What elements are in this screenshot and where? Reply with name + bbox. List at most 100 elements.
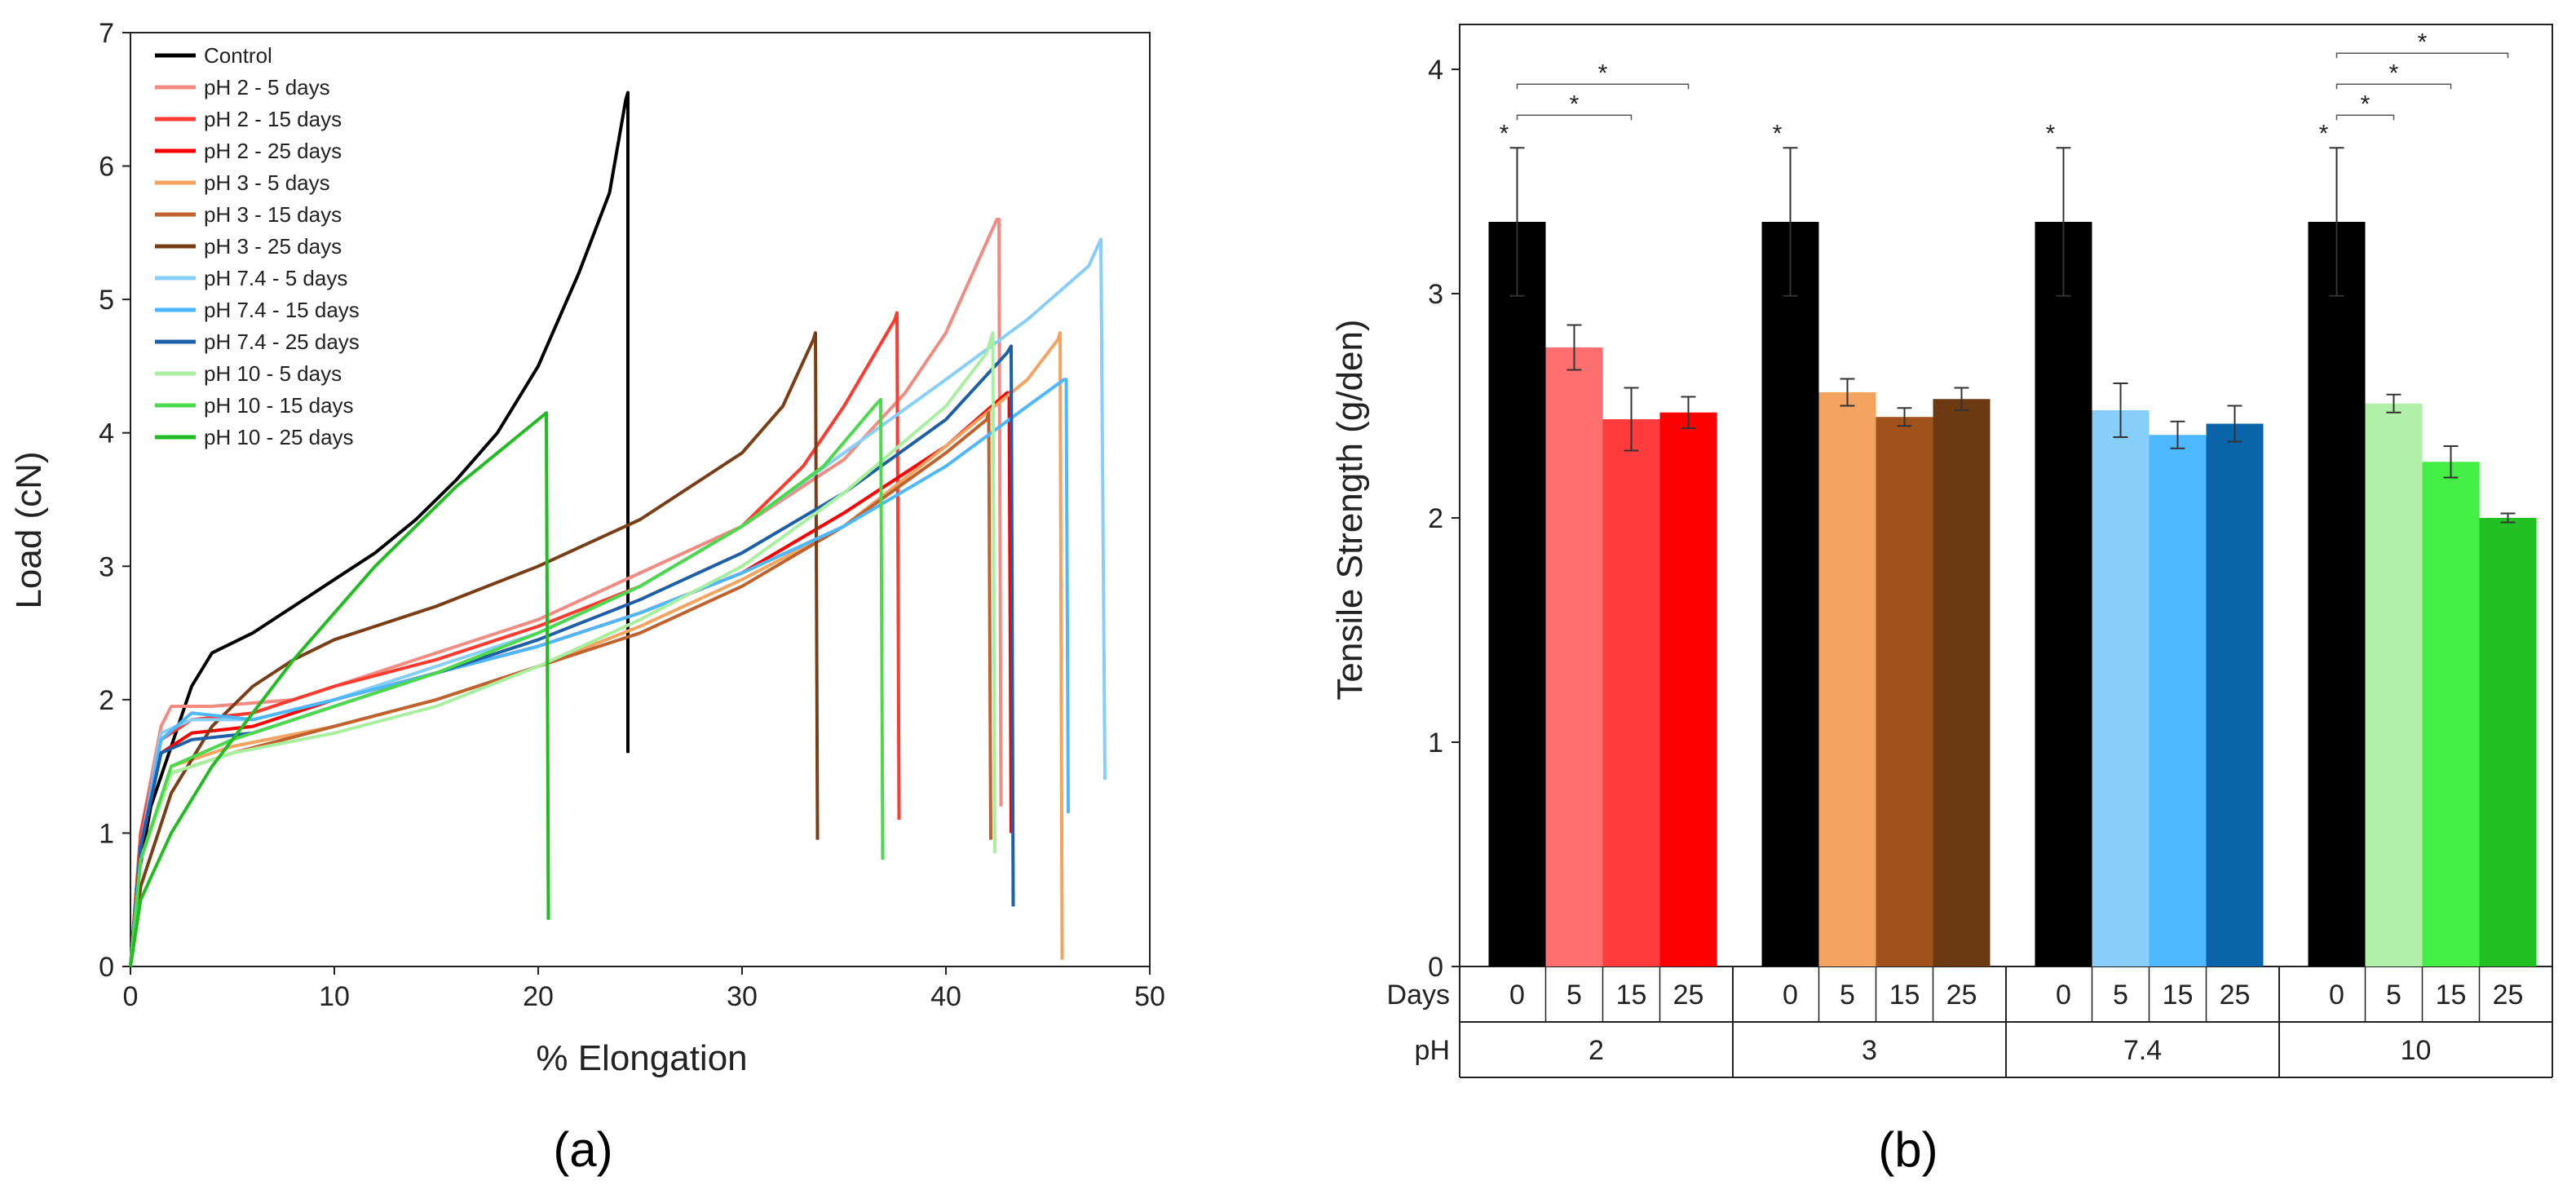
legend-entry: pH 10 - 15 days <box>204 393 354 418</box>
series-line <box>129 344 1015 967</box>
y-tick-label: 3 <box>99 551 114 582</box>
ph-label: 3 <box>1862 1035 1877 1066</box>
bar <box>1602 419 1660 966</box>
bar <box>1659 412 1717 966</box>
ph-label: 2 <box>1588 1035 1604 1066</box>
y-axis-label: Tensile Strength (g/den) <box>1330 319 1370 700</box>
bar <box>1876 417 1933 966</box>
y-tick-label: 2 <box>1428 503 1443 534</box>
significance-star: * <box>2046 120 2056 147</box>
y-tick-label: 5 <box>99 285 114 316</box>
significance-bracket <box>2335 114 2395 121</box>
day-label: 5 <box>1566 980 1582 1011</box>
legend-entry: pH 3 - 15 days <box>204 202 342 227</box>
day-label: 15 <box>1616 980 1647 1011</box>
y-tick-label: 4 <box>1428 55 1443 86</box>
legend-entry: pH 2 - 5 days <box>204 75 330 100</box>
series-line <box>129 218 1003 967</box>
bar <box>2092 410 2150 966</box>
row-label-days: Days <box>1387 980 1450 1011</box>
day-label: 5 <box>2386 980 2401 1011</box>
bar <box>2422 462 2480 966</box>
series-line <box>129 411 992 967</box>
day-label: 15 <box>1889 980 1920 1011</box>
legend-entry: pH 3 - 25 days <box>204 234 342 259</box>
bar <box>1761 222 1819 966</box>
legend-entry: pH 7.4 - 5 days <box>204 266 347 290</box>
bar <box>1818 392 1876 966</box>
day-label: 25 <box>2220 980 2251 1011</box>
legend-entry: pH 7.4 - 15 days <box>204 298 360 322</box>
series-line <box>129 411 550 967</box>
bar <box>2308 222 2366 966</box>
bar <box>2149 435 2207 966</box>
significance-star: * <box>2361 91 2371 117</box>
bar <box>1545 347 1603 966</box>
x-tick-label: 10 <box>319 981 350 1012</box>
plot-area: 0 1 2 3 4 * * * * * * * * * Days pH 0 5 15 25 2 0 5 15 25 3 0 5 15 25… <box>1387 24 2553 1078</box>
y-tick-label: 0 <box>99 952 114 983</box>
ph-label: 7.4 <box>2123 1035 2162 1066</box>
y-axis-label: Load (cN) <box>9 451 49 608</box>
legend-entry: pH 2 - 15 days <box>204 107 342 131</box>
series-line <box>129 397 885 967</box>
day-label: 5 <box>2113 980 2128 1011</box>
significance-star: * <box>1773 120 1783 147</box>
plot-frame <box>130 32 1151 967</box>
day-label: 25 <box>2493 980 2524 1011</box>
plot-area: 0 10 20 30 40 50 0 1 2 3 4 5 6 7 Control pH 2 - 5 days p… <box>99 18 1165 1012</box>
panel-label-a: (a) <box>553 1122 612 1177</box>
day-label: 25 <box>1673 980 1704 1011</box>
day-label: 15 <box>2163 980 2194 1011</box>
legend-entry: pH 7.4 - 25 days <box>204 329 360 354</box>
day-label: 5 <box>1840 980 1855 1011</box>
day-label: 0 <box>2329 980 2344 1011</box>
series-line <box>129 331 996 967</box>
significance-bracket <box>1516 83 1690 90</box>
row-label-ph: pH <box>1415 1035 1450 1066</box>
y-tick-label: 1 <box>1428 728 1443 759</box>
x-tick-label: 0 <box>123 981 139 1012</box>
significance-star: * <box>1500 120 1509 147</box>
bar <box>2479 518 2537 966</box>
x-tick-label: 30 <box>727 981 758 1012</box>
significance-star: * <box>2418 29 2428 55</box>
bar <box>2035 222 2092 966</box>
day-label: 0 <box>2056 980 2071 1011</box>
significance-star: * <box>1570 91 1580 117</box>
y-tick-label: 7 <box>99 18 114 49</box>
legend-entry: pH 10 - 25 days <box>204 425 354 449</box>
series-line <box>129 331 820 967</box>
legend-entry: pH 3 - 5 days <box>204 170 330 195</box>
significance-bracket <box>2335 52 2509 59</box>
significance-bracket <box>1516 114 1633 121</box>
legend-entry: Control <box>204 43 272 68</box>
significance-star: * <box>1598 60 1608 86</box>
x-tick-label: 40 <box>930 981 961 1012</box>
y-tick-label: 3 <box>1428 279 1443 310</box>
series-line <box>129 378 1070 967</box>
series-line <box>129 311 901 967</box>
legend-entry: pH 10 - 5 days <box>204 361 342 386</box>
bar <box>1933 399 1991 966</box>
bar <box>2206 423 2264 966</box>
day-label: 25 <box>1946 980 1977 1011</box>
day-label: 0 <box>1783 980 1798 1011</box>
y-tick-label: 4 <box>99 418 114 449</box>
day-label: 0 <box>1509 980 1525 1011</box>
significance-bracket <box>2335 83 2452 90</box>
bar <box>2365 403 2423 966</box>
day-label: 15 <box>2436 980 2467 1011</box>
y-tick-label: 6 <box>99 152 114 183</box>
y-tick-label: 0 <box>1428 952 1443 983</box>
ph-label: 10 <box>2401 1035 2432 1066</box>
line-chart-panel-a: 0 10 20 30 40 50 0 1 2 3 4 5 6 7 Control pH 2 - 5 days p… <box>9 18 1165 1177</box>
x-tick-label: 50 <box>1134 981 1165 1012</box>
significance-star: * <box>2389 60 2399 86</box>
y-tick-label: 2 <box>99 685 114 716</box>
panel-label-b: (b) <box>1878 1122 1938 1177</box>
x-tick-label: 20 <box>523 981 554 1012</box>
bar <box>1488 222 1546 966</box>
significance-star: * <box>2319 120 2329 147</box>
x-axis-label: % Elongation <box>536 1038 747 1078</box>
